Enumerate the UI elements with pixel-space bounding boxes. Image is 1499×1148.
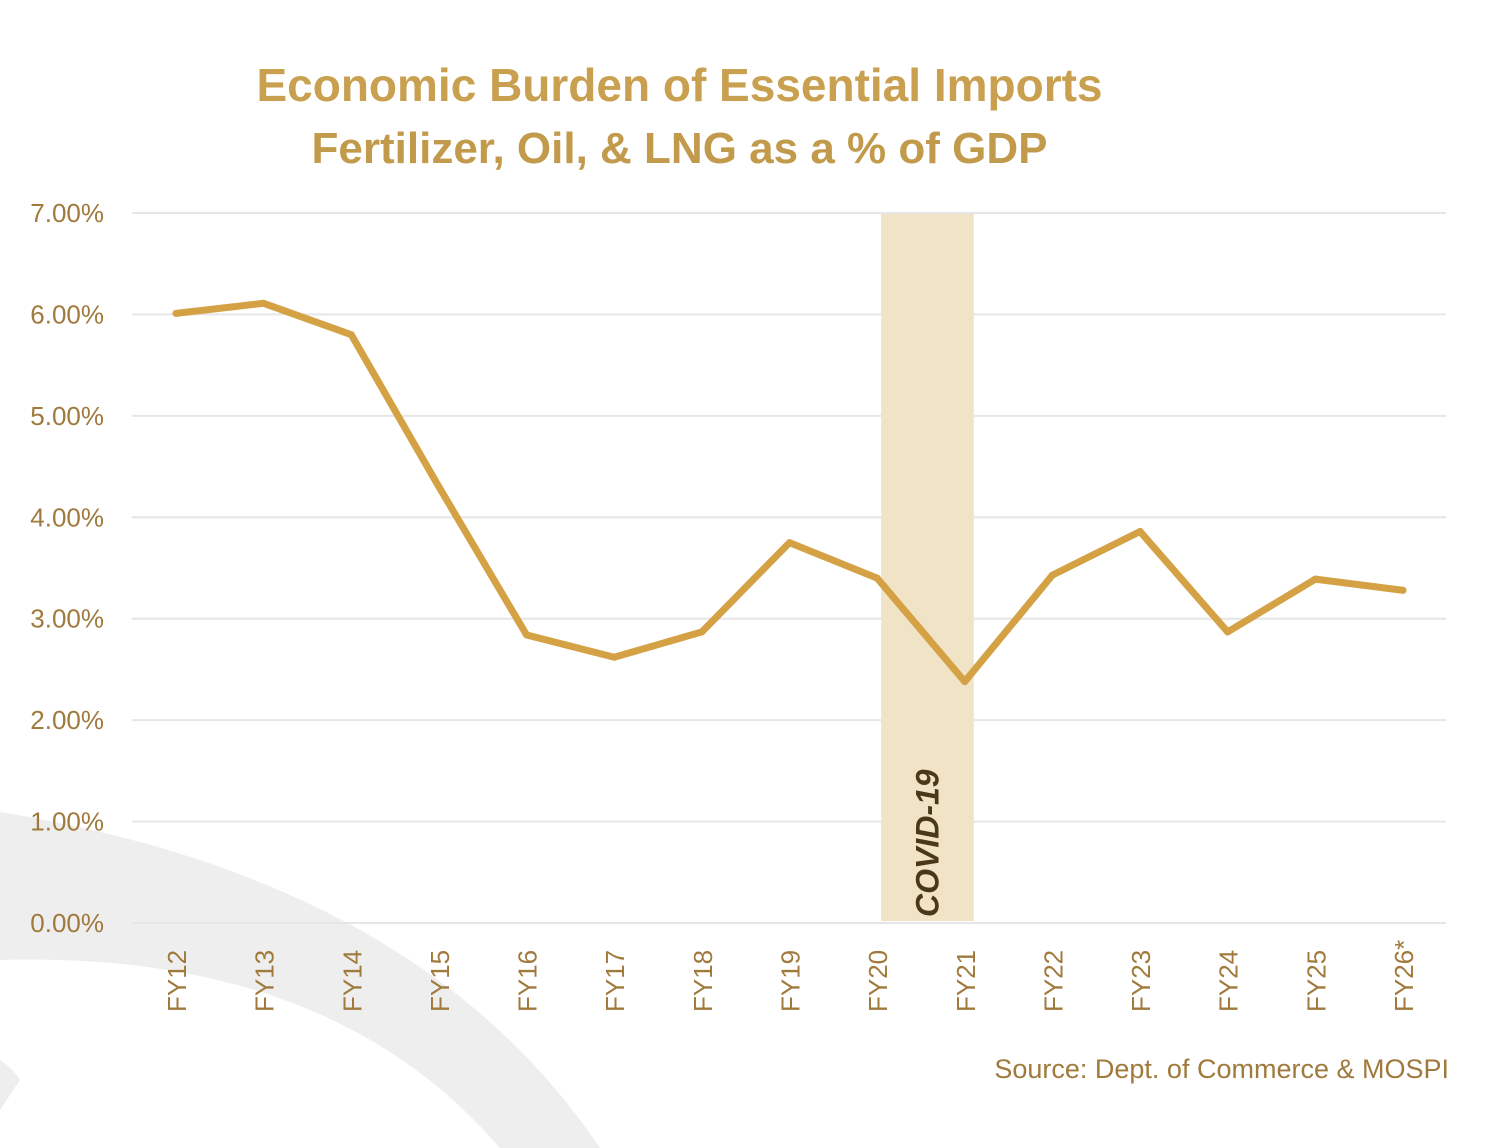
series-line: [172, 299, 1407, 686]
data-point: [961, 678, 969, 686]
source-note: Source: Dept. of Commerce & MOSPI: [994, 1054, 1449, 1084]
x-tick-label: FY14: [337, 950, 367, 1012]
y-tick-label: 6.00%: [30, 299, 104, 329]
y-tick-label: 3.00%: [30, 604, 104, 634]
data-point: [698, 628, 706, 636]
data-point: [610, 653, 618, 661]
x-tick-label: FY26*: [1389, 940, 1419, 1012]
x-tick-label: FY13: [250, 950, 280, 1012]
data-point: [1136, 527, 1144, 535]
y-tick-label: 1.00%: [30, 807, 104, 837]
x-tick-label: FY21: [951, 950, 981, 1012]
x-tick-label: FY17: [600, 950, 630, 1012]
covid-band-group: [881, 214, 974, 921]
chart-subtitle: Fertilizer, Oil, & LNG as a % of GDP: [311, 124, 1048, 173]
x-tick-label: FY20: [863, 950, 893, 1012]
x-tick-label: FY15: [425, 950, 455, 1012]
x-tick-label: FY12: [162, 950, 192, 1012]
data-point: [1048, 571, 1056, 579]
data-point: [873, 574, 881, 582]
data-point: [1224, 628, 1232, 636]
data-point: [435, 483, 443, 491]
x-tick-label: FY22: [1038, 950, 1068, 1012]
y-tick-label: 7.00%: [30, 198, 104, 228]
x-axis-ticks: FY12 FY13 FY14 FY15 FY16 FY17 FY18 FY19 FY20 FY21…: [162, 940, 1419, 1012]
y-axis-ticks: 0.00% 1.00% 2.00% 3.00% 4.00% 5.00% 6.00% 7.00%: [30, 198, 104, 938]
data-point: [172, 309, 180, 317]
x-tick-label: FY24: [1214, 950, 1244, 1012]
data-point: [1311, 575, 1319, 583]
x-tick-label: FY19: [775, 950, 805, 1012]
data-point: [523, 631, 531, 639]
data-point: [1399, 586, 1407, 594]
gridlines: [132, 212, 1446, 924]
covid-band: [881, 214, 974, 921]
y-tick-label: 0.00%: [30, 908, 104, 938]
covid-label: COVID-19: [909, 769, 945, 917]
data-point: [785, 539, 793, 547]
covid-label-group: COVID-19: [909, 769, 945, 917]
x-tick-label: FY16: [513, 950, 543, 1012]
chart-title: Economic Burden of Essential Imports: [256, 59, 1103, 111]
y-tick-label: 5.00%: [30, 401, 104, 431]
data-point: [347, 331, 355, 339]
x-tick-label: FY23: [1126, 950, 1156, 1012]
y-tick-label: 4.00%: [30, 502, 104, 532]
data-point: [260, 299, 268, 307]
x-tick-label: FY25: [1301, 950, 1331, 1012]
y-tick-label: 2.00%: [30, 705, 104, 735]
x-tick-label: FY18: [688, 950, 718, 1012]
series-line-group: [172, 299, 1407, 686]
